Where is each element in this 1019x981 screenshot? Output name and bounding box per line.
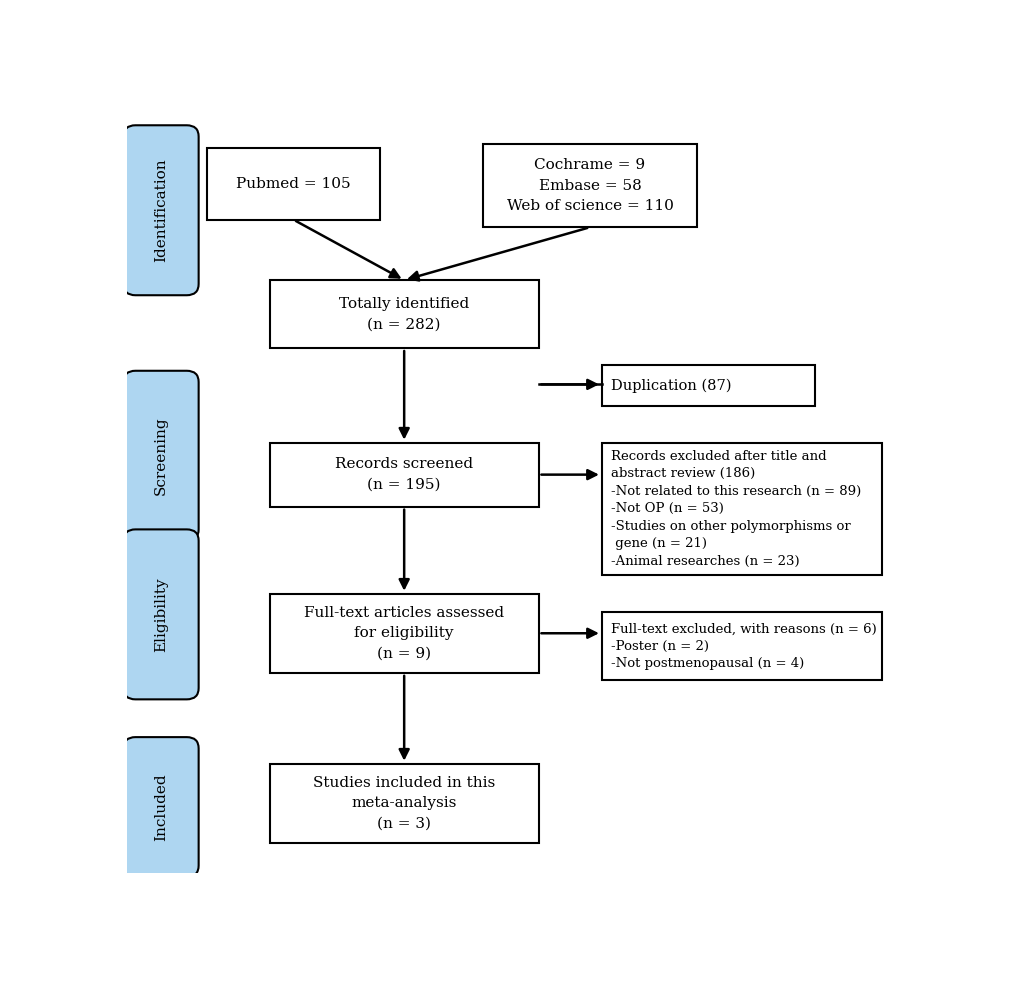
Text: Cochrame = 9
Embase = 58
Web of science = 110: Cochrame = 9 Embase = 58 Web of science … — [506, 158, 673, 213]
FancyBboxPatch shape — [269, 442, 538, 507]
FancyBboxPatch shape — [123, 530, 199, 699]
Text: Studies included in this
meta-analysis
(n = 3): Studies included in this meta-analysis (… — [313, 776, 495, 831]
FancyBboxPatch shape — [123, 371, 199, 541]
FancyBboxPatch shape — [123, 737, 199, 877]
FancyBboxPatch shape — [601, 365, 814, 406]
Text: Eligibility: Eligibility — [154, 577, 168, 651]
Text: Full-text articles assessed
for eligibility
(n = 9): Full-text articles assessed for eligibil… — [304, 605, 503, 661]
FancyBboxPatch shape — [269, 763, 538, 843]
FancyBboxPatch shape — [601, 442, 881, 575]
FancyBboxPatch shape — [483, 144, 696, 228]
Text: Totally identified
(n = 282): Totally identified (n = 282) — [338, 297, 469, 332]
Text: Included: Included — [154, 773, 168, 841]
Text: Screening: Screening — [154, 417, 168, 495]
Text: Pubmed = 105: Pubmed = 105 — [236, 177, 351, 191]
FancyBboxPatch shape — [601, 612, 881, 681]
FancyBboxPatch shape — [269, 594, 538, 673]
Text: Records excluded after title and
abstract review (186)
-Not related to this rese: Records excluded after title and abstrac… — [610, 449, 861, 568]
FancyBboxPatch shape — [123, 126, 199, 295]
Text: Full-text excluded, with reasons (n = 6)
-Poster (n = 2)
-Not postmenopausal (n : Full-text excluded, with reasons (n = 6)… — [610, 623, 876, 670]
Text: Records screened
(n = 195): Records screened (n = 195) — [335, 457, 473, 491]
Text: Duplication (87): Duplication (87) — [610, 379, 731, 392]
Text: Identification: Identification — [154, 159, 168, 262]
FancyBboxPatch shape — [269, 281, 538, 348]
FancyBboxPatch shape — [206, 148, 380, 220]
